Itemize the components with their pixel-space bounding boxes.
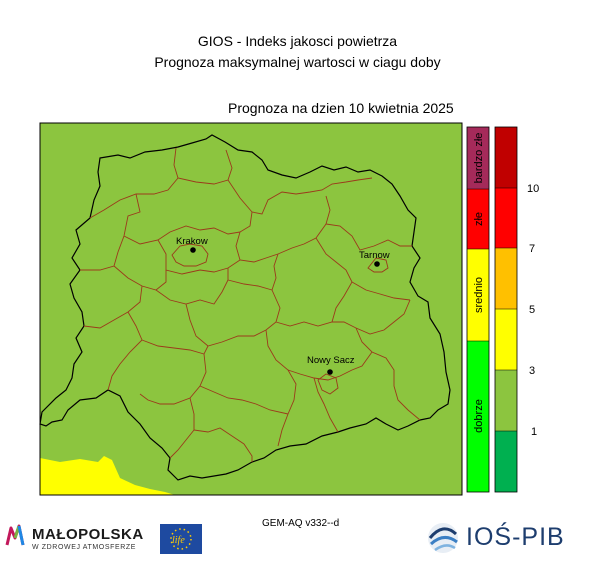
legend-label: dobrze xyxy=(473,399,485,433)
city-marker xyxy=(190,247,196,253)
scale-tick: 5 xyxy=(529,304,535,316)
color-scale: 10 7 5 3 1 xyxy=(494,126,539,493)
life-text: life xyxy=(172,535,185,546)
city-krakow: Krakow xyxy=(176,236,208,253)
outside-region xyxy=(40,456,175,495)
legend-label: srednio xyxy=(473,277,485,313)
legend-srednio xyxy=(467,249,489,341)
scale-tick: 7 xyxy=(529,243,535,255)
legend-dobrze xyxy=(467,341,489,492)
forecast-date: Prognoza na dzien 10 kwietnia 2025 xyxy=(228,100,454,116)
scale-band xyxy=(495,248,517,309)
city-marker xyxy=(327,369,333,375)
category-legend: bardzo złe złe srednio dobrze xyxy=(466,126,490,493)
city-label: Tarnow xyxy=(359,250,390,261)
scale-tick: 3 xyxy=(529,365,535,377)
city-marker xyxy=(374,261,380,267)
map-frame xyxy=(39,122,463,496)
scale-band xyxy=(495,188,517,248)
city-label: Krakow xyxy=(176,236,208,247)
legend-bardzo-zle xyxy=(467,127,489,189)
malopolska-tagline: W ZDROWEJ ATMOSFERZE xyxy=(32,544,137,551)
legend-zle xyxy=(467,189,489,249)
map-title: GIOS - Indeks jakosci powietrza xyxy=(197,33,398,49)
eu-life-logo-icon: life xyxy=(160,524,202,554)
city-tarnow: Tarnow xyxy=(359,250,390,267)
scale-band xyxy=(495,431,517,492)
scale-band xyxy=(495,370,517,431)
legend-label: złe xyxy=(473,212,485,226)
ios-pib-logo-icon xyxy=(428,523,458,553)
model-version: GEM-AQ v332--d xyxy=(262,518,340,529)
malopolska-logo-icon xyxy=(5,524,25,546)
ios-pib-name: IOŚ-PIB xyxy=(466,523,565,551)
district-borders xyxy=(80,147,421,462)
scale-band xyxy=(495,127,517,188)
map-subtitle: Prognoza maksymalnej wartosci w ciagu do… xyxy=(154,54,441,70)
scale-tick: 10 xyxy=(527,183,539,195)
scale-band xyxy=(495,309,517,370)
malopolska-name: MAŁOPOLSKA xyxy=(32,526,144,543)
scale-tick: 1 xyxy=(531,426,537,438)
province-border xyxy=(39,134,451,481)
map-area xyxy=(40,123,462,495)
city-nowy-sacz: Nowy Sacz xyxy=(307,355,355,375)
city-label: Nowy Sacz xyxy=(307,355,355,366)
legend-label: bardzo złe xyxy=(473,133,485,184)
